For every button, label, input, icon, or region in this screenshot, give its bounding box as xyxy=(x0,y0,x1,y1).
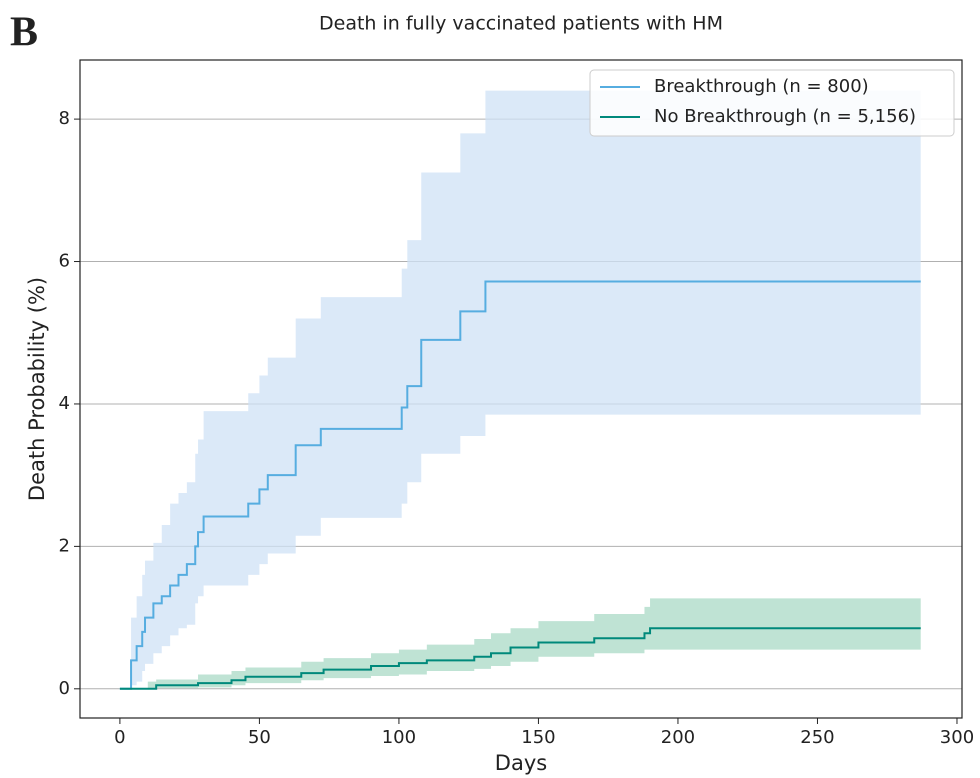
x-tick-label: 0 xyxy=(114,727,125,748)
legend-box xyxy=(589,69,955,137)
plot-frame xyxy=(79,59,963,719)
y-tick-label: 8 xyxy=(59,108,70,129)
confidence-band xyxy=(119,90,921,689)
survival-line xyxy=(119,627,921,690)
x-tick-label: 150 xyxy=(521,727,555,748)
legend-label: Breakthrough (n = 800) xyxy=(654,76,869,97)
confidence-band xyxy=(119,598,921,689)
y-tick-label: 4 xyxy=(59,393,70,414)
y-tick-label: 6 xyxy=(59,251,70,272)
chart-title: Death in fully vaccinated patients with … xyxy=(319,13,723,35)
x-axis-label: Days xyxy=(495,751,547,775)
x-tick-label: 100 xyxy=(382,727,416,748)
panel-label: B xyxy=(10,10,38,56)
x-tick-label: 50 xyxy=(248,727,271,748)
legend-label: No Breakthrough (n = 5,156) xyxy=(654,106,916,127)
y-tick-label: 2 xyxy=(59,535,70,556)
x-tick-label: 250 xyxy=(800,727,834,748)
survival-line xyxy=(119,280,921,690)
legend: Breakthrough (n = 800) No Breakthrough (n… xyxy=(589,69,955,137)
x-tick-label: 300 xyxy=(940,727,974,748)
x-tick-label: 200 xyxy=(661,727,695,748)
y-tick-label: 0 xyxy=(59,678,70,699)
y-axis-label: Death Probability (%) xyxy=(25,277,49,501)
